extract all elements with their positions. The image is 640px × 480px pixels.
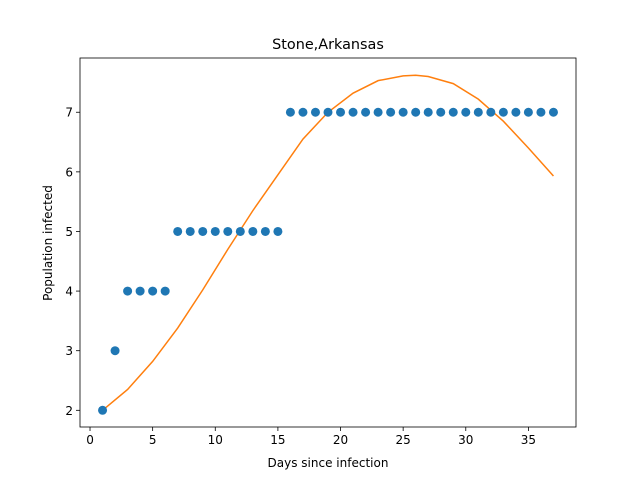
data-point <box>386 107 396 117</box>
data-point <box>361 107 371 117</box>
data-point <box>285 107 295 117</box>
x-tick-label: 0 <box>86 433 94 447</box>
data-point <box>411 107 421 117</box>
chart-title: Stone,Arkansas <box>272 37 384 53</box>
data-point <box>348 107 358 117</box>
data-point <box>548 107 558 117</box>
data-point <box>498 107 508 117</box>
y-tick-label: 6 <box>65 165 73 179</box>
x-tick-label: 10 <box>208 433 223 447</box>
data-point <box>423 107 433 117</box>
axes-frame <box>79 57 577 428</box>
data-point <box>235 226 245 236</box>
axes: 0 5 10 15 20 25 30 35 2 3 4 5 6 7 <box>65 57 577 447</box>
y-tick-label: 4 <box>65 285 73 299</box>
x-tick-label: 25 <box>396 433 411 447</box>
data-point <box>110 346 120 356</box>
data-point <box>448 107 458 117</box>
data-point <box>223 226 233 236</box>
plot-area <box>98 74 558 415</box>
data-point <box>461 107 471 117</box>
data-point <box>486 107 496 117</box>
y-tick-label: 5 <box>65 225 73 239</box>
data-point <box>260 226 270 236</box>
x-tick-label: 35 <box>521 433 536 447</box>
data-point <box>248 226 258 236</box>
fit-line <box>102 74 555 411</box>
data-point <box>473 107 483 117</box>
data-point <box>511 107 521 117</box>
data-point <box>310 107 320 117</box>
y-tick-label: 3 <box>65 344 73 358</box>
y-tick-label: 2 <box>65 404 73 418</box>
data-point <box>98 405 108 415</box>
x-axis-label: Days since infection <box>268 456 389 470</box>
data-point <box>323 107 333 117</box>
data-point <box>173 226 183 236</box>
data-point <box>160 286 170 296</box>
y-axis-label: Population infected <box>41 185 55 301</box>
data-point <box>336 107 346 117</box>
data-point <box>148 286 158 296</box>
data-point <box>536 107 546 117</box>
data-point <box>398 107 408 117</box>
data-point <box>123 286 133 296</box>
x-tick-label: 30 <box>458 433 473 447</box>
data-point <box>373 107 383 117</box>
data-point <box>198 226 208 236</box>
x-tick-label: 15 <box>270 433 285 447</box>
y-tick-label: 7 <box>65 106 73 120</box>
data-point <box>298 107 308 117</box>
data-point <box>210 226 220 236</box>
x-tick-label: 5 <box>149 433 157 447</box>
data-point <box>436 107 446 117</box>
x-tick-label: 20 <box>333 433 348 447</box>
data-point <box>135 286 145 296</box>
data-point <box>273 226 283 236</box>
data-point <box>523 107 533 117</box>
data-point <box>185 226 195 236</box>
